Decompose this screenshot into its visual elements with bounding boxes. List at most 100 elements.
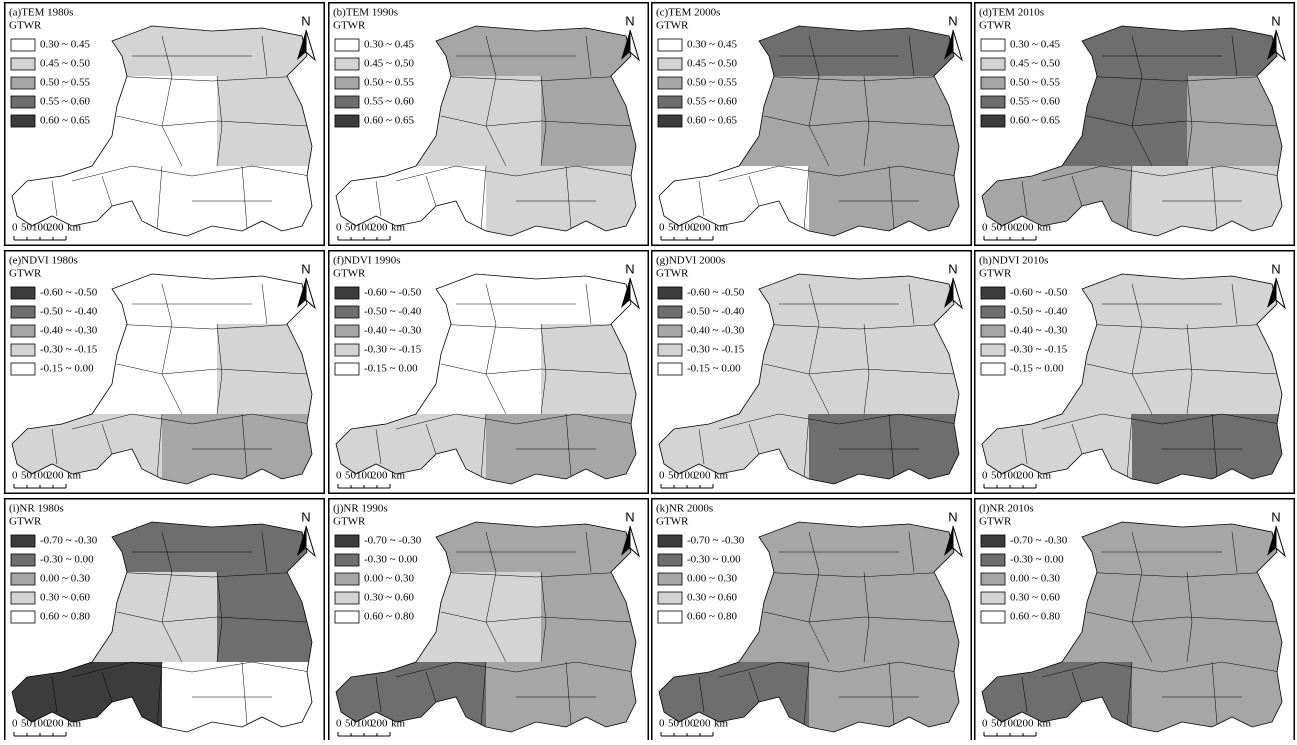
north-label: N [1271, 509, 1280, 524]
legend-title: GTWR [979, 268, 1012, 280]
legend-swatch [658, 363, 682, 375]
legend-swatch [981, 96, 1005, 108]
legend-swatch [335, 363, 359, 375]
scale-label: 200 [1017, 470, 1034, 482]
legend-swatch [981, 287, 1005, 299]
scale-label: 50100 [668, 718, 696, 730]
scale-label: 0 [982, 470, 988, 482]
legend-label: 0.60 ~ 0.80 [364, 611, 414, 623]
scale-label: 0 [659, 222, 665, 234]
legend-label: 0.55 ~ 0.60 [687, 96, 737, 108]
legend-swatch [11, 96, 35, 108]
legend-label: -0.60 ~ -0.50 [40, 287, 98, 299]
legend-swatch [11, 306, 35, 318]
panel-title: (f)NDVI 1990s [333, 255, 401, 267]
panel-title: (d)TEM 2010s [979, 7, 1044, 19]
legend-swatch [658, 325, 682, 337]
map-panel: (j)NR 1990sGTWR-0.70 ~ -0.30-0.30 ~ 0.00… [329, 499, 649, 740]
north-label: N [625, 509, 634, 524]
legend-label: -0.30 ~ 0.00 [364, 554, 418, 566]
legend-label: -0.30 ~ -0.15 [1010, 344, 1068, 356]
legend-label: 0.60 ~ 0.65 [687, 115, 737, 127]
legend-title: GTWR [979, 516, 1012, 528]
legend-swatch [658, 58, 682, 70]
legend-swatch [981, 363, 1005, 375]
legend-label: -0.15 ~ 0.00 [364, 363, 418, 375]
legend-swatch [981, 77, 1005, 89]
legend-label: -0.50 ~ -0.40 [40, 306, 98, 318]
legend-label: -0.30 ~ 0.00 [687, 554, 741, 566]
legend-title: GTWR [656, 20, 689, 32]
scale-label: km [391, 470, 406, 482]
legend-swatch [11, 611, 35, 623]
scale-label: 50100 [345, 718, 373, 730]
legend-label: 0.00 ~ 0.30 [40, 573, 90, 585]
legend-label: -0.40 ~ -0.30 [40, 325, 98, 337]
scale-label: 50100 [991, 222, 1019, 234]
legend-swatch [335, 535, 359, 547]
legend-swatch [658, 554, 682, 566]
legend-label: -0.50 ~ -0.40 [1010, 306, 1068, 318]
legend-label: 0.45 ~ 0.50 [364, 58, 414, 70]
legend-title: GTWR [333, 20, 366, 32]
scale-label: km [1037, 470, 1052, 482]
panel-title: (k)NR 2000s [656, 503, 713, 515]
legend-label: 0.45 ~ 0.50 [1010, 58, 1060, 70]
scale-label: 200 [371, 470, 388, 482]
legend-label: -0.30 ~ 0.00 [1010, 554, 1064, 566]
scale-label: 0 [336, 718, 342, 730]
legend-swatch [335, 611, 359, 623]
panel-title: (l)NR 2010s [979, 503, 1034, 515]
legend-label: 0.30 ~ 0.60 [364, 592, 414, 604]
scale-label: 0 [982, 222, 988, 234]
legend-label: 0.00 ~ 0.30 [1010, 573, 1060, 585]
map-panel: (k)NR 2000sGTWR-0.70 ~ -0.30-0.30 ~ 0.00… [652, 499, 972, 740]
scale-label: 0 [336, 470, 342, 482]
legend-swatch [335, 287, 359, 299]
legend-swatch [335, 554, 359, 566]
scale-label: 50100 [668, 470, 696, 482]
scale-label: km [714, 470, 729, 482]
legend-swatch [658, 306, 682, 318]
north-label: N [301, 509, 310, 524]
legend-swatch [11, 39, 35, 51]
scale-label: 200 [694, 222, 711, 234]
legend-swatch [11, 363, 35, 375]
legend-swatch [981, 573, 1005, 585]
legend-label: 0.60 ~ 0.65 [40, 115, 90, 127]
legend-swatch [981, 306, 1005, 318]
scale-label: 0 [982, 718, 988, 730]
scale-label: 50100 [21, 718, 49, 730]
map-panel: (f)NDVI 1990sGTWR-0.60 ~ -0.50-0.50 ~ -0… [329, 251, 649, 494]
legend-label: -0.70 ~ -0.30 [1010, 535, 1068, 547]
legend-title: GTWR [979, 20, 1012, 32]
legend-label: 0.30 ~ 0.45 [40, 39, 90, 51]
scale-label: 200 [1017, 718, 1034, 730]
legend-swatch [11, 554, 35, 566]
scale-label: 0 [12, 222, 18, 234]
legend-swatch [658, 287, 682, 299]
legend-swatch [11, 115, 35, 127]
legend-label: 0.55 ~ 0.60 [364, 96, 414, 108]
legend-label: 0.50 ~ 0.55 [1010, 77, 1060, 89]
legend-swatch [11, 344, 35, 356]
legend-label: 0.45 ~ 0.50 [40, 58, 90, 70]
map-panel: (i)NR 1980sGTWR-0.70 ~ -0.30-0.30 ~ 0.00… [5, 499, 325, 740]
legend-swatch [658, 39, 682, 51]
legend-swatch [335, 344, 359, 356]
legend-label: -0.30 ~ -0.15 [687, 344, 745, 356]
legend-label: -0.70 ~ -0.30 [364, 535, 422, 547]
scale-label: 0 [336, 222, 342, 234]
legend-label: 0.30 ~ 0.60 [687, 592, 737, 604]
scale-label: km [391, 222, 406, 234]
legend-swatch [981, 592, 1005, 604]
map-panel: (l)NR 2010sGTWR -0.70 ~ -0.30 -0.30 ~ 0.00… [975, 499, 1295, 740]
scale-label: km [1037, 718, 1052, 730]
scale-label: km [714, 222, 729, 234]
legend-label: 0.55 ~ 0.60 [40, 96, 90, 108]
legend-title: GTWR [333, 268, 366, 280]
legend-label: -0.40 ~ -0.30 [687, 325, 745, 337]
legend-swatch [981, 115, 1005, 127]
legend-swatch [335, 58, 359, 70]
legend-label: -0.30 ~ -0.15 [364, 344, 422, 356]
